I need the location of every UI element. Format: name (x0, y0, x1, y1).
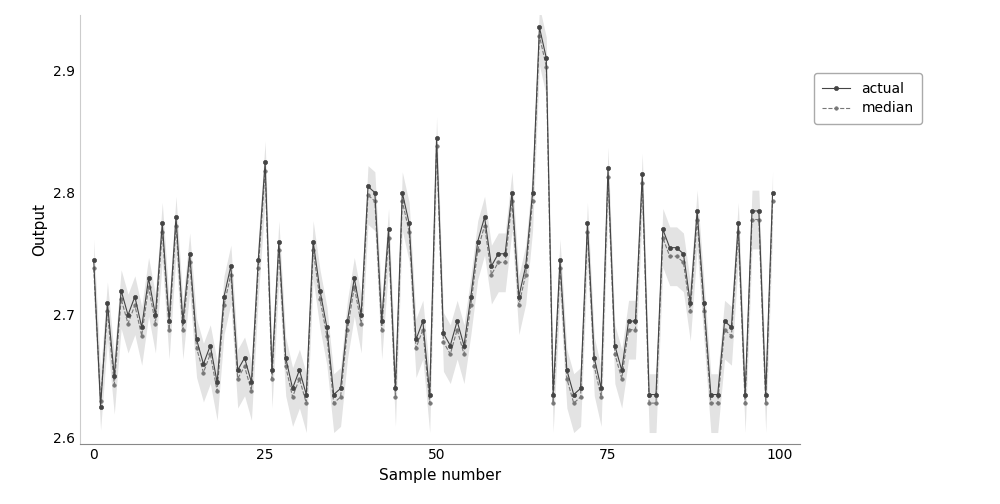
median (533, 33, 545, 39)
actual (444, 343, 456, 349)
Line: actual: actual (92, 25, 775, 409)
actual (499, 251, 511, 257)
actual (95, 404, 107, 410)
median (444, 351, 456, 357)
actual (252, 257, 264, 263)
X-axis label: Sample number: Sample number (379, 468, 501, 483)
median (218, 302, 230, 308)
actual (88, 257, 100, 263)
Legend: actual, median: actual, median (814, 74, 922, 123)
median (245, 388, 257, 394)
median (725, 333, 737, 339)
median (499, 260, 511, 266)
median (300, 400, 312, 406)
Line: median: median (92, 34, 774, 405)
median (88, 266, 100, 272)
median (746, 217, 758, 223)
median (767, 198, 779, 204)
actual (225, 263, 237, 269)
actual (725, 324, 737, 330)
actual (533, 24, 545, 30)
actual (746, 208, 758, 214)
actual (767, 190, 779, 196)
Y-axis label: Output: Output (33, 203, 48, 256)
